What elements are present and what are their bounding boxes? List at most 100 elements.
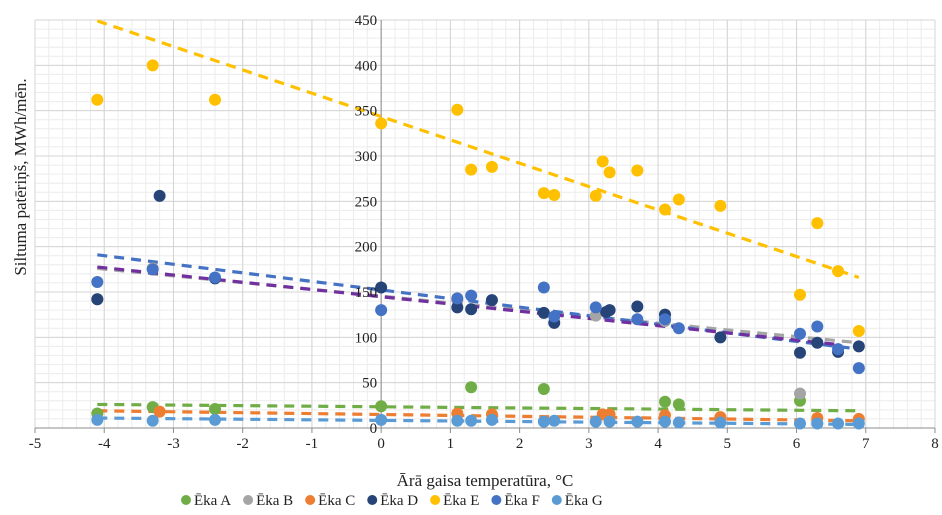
data-point [375,413,388,426]
data-point [811,320,824,333]
data-point [537,187,550,200]
data-point [794,288,806,301]
data-point [548,188,561,201]
legend-label: Ēka F [504,493,539,509]
major-gridlines [34,19,936,429]
data-point [485,160,498,173]
x-tick-label: 5 [724,436,732,452]
data-point [91,413,104,426]
legend-label: Ēka C [318,493,355,509]
data-point [714,416,727,429]
data-point [603,415,616,428]
data-point [537,383,550,396]
legend-label: Ēka D [380,493,418,509]
axes [34,20,936,433]
data-point [659,313,671,326]
data-point [209,271,221,284]
data-point [596,155,609,168]
data-point [672,398,685,411]
y-tick-label: 50 [362,376,377,392]
data-point [811,417,824,430]
data-point [852,324,865,337]
y-tick-label: 150 [355,285,378,301]
data-point [589,415,602,428]
data-point [451,414,464,427]
x-tick-label: 8 [931,436,939,452]
data-point [451,292,464,305]
data-point [146,414,159,427]
data-point [537,281,550,294]
data-point [451,301,464,314]
x-tick-labels: -5 -4 -3 -2 -1 0 1 2 3 4 5 6 7 8 [29,436,939,452]
data-point [465,289,478,302]
legend-marker [243,495,254,505]
data-point [794,387,806,400]
data-point [832,343,845,356]
x-tick-label: 3 [585,436,593,452]
legend-label: Ēka B [256,493,293,509]
data-point [209,93,221,106]
data-point [589,189,602,202]
y-tick-label: 350 [355,104,378,120]
data-point [91,276,104,289]
data-point [589,301,602,314]
data-point [603,304,616,317]
y-tick-label: 250 [355,194,378,210]
data-point [631,415,644,428]
trendline [96,19,860,280]
data-point [485,294,498,307]
data-point [832,265,845,278]
data-point [451,103,464,116]
data-point [659,415,671,428]
y-tick-labels: 0 50 100 150 200 250 300 350 400 450 [355,13,378,437]
data-point [537,306,550,319]
data-point [631,313,644,326]
y-tick-label: 400 [355,58,378,74]
data-point [852,340,865,353]
data-point [852,417,865,430]
data-point [146,263,159,276]
data-point [659,203,671,216]
data-point [794,327,806,340]
legend-marker [491,495,502,505]
data-point [852,362,865,375]
legend-marker [551,495,562,505]
data-point [794,417,806,430]
data-point [485,413,498,426]
x-tick-label: -3 [167,436,180,452]
data-point [91,93,104,106]
x-axis-title: Ārā gaisa temperatūra, °C [397,471,574,490]
data-point [537,415,550,428]
x-tick-label: -2 [236,436,249,452]
data-point [672,416,685,429]
data-point [832,417,845,430]
x-tick-label: 1 [447,436,455,452]
trendlines [96,19,860,426]
data-point [209,402,221,415]
data-point [631,164,644,177]
data-point [153,405,166,418]
x-tick-label: -5 [29,436,42,452]
data-point [375,304,388,317]
y-tick-label: 200 [355,240,378,256]
data-point [714,331,727,344]
data-point [465,414,478,427]
legend-label: Ēka A [194,493,231,509]
data-point [146,59,159,72]
data-point [811,217,824,230]
legend-marker [181,495,191,505]
legend-label: Ēka E [443,493,479,509]
x-tick-label: 0 [377,436,385,452]
trendline [97,253,860,351]
data-points [91,59,865,430]
trendline [97,402,859,413]
y-tick-label: 300 [355,149,378,165]
data-point [811,336,824,349]
data-point [91,293,104,306]
data-point [659,395,671,408]
y-tick-label: 100 [355,330,378,346]
data-point [465,303,478,316]
data-point [375,117,388,130]
legend-marker [367,495,378,505]
